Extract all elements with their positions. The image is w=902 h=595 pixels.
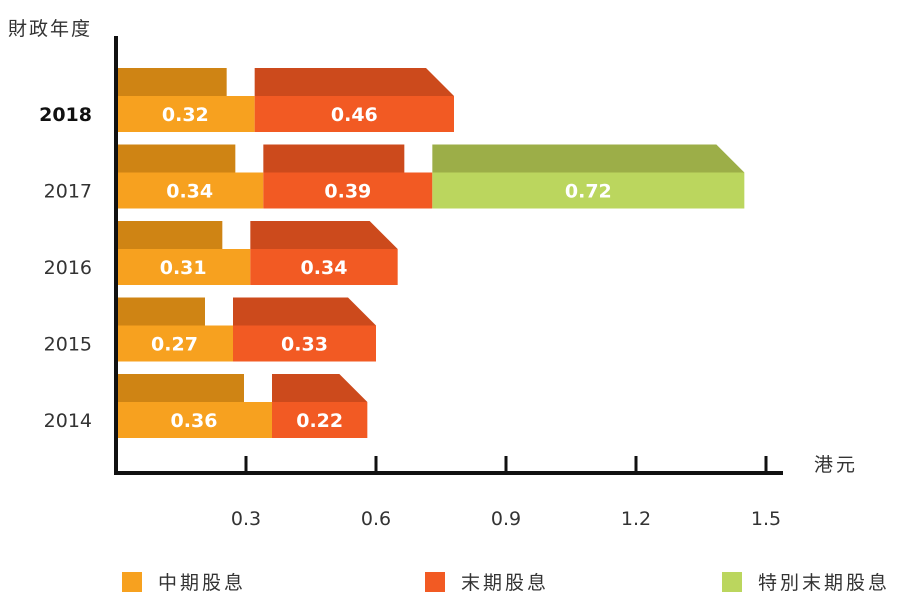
data-label-2017-series-0: 0.34 xyxy=(166,181,213,203)
x-tick-label-0.9: 0.9 xyxy=(491,508,521,530)
data-label-2016-series-0: 0.31 xyxy=(160,257,207,279)
bar-2014-series-1 xyxy=(272,402,368,438)
data-label-2018-series-1: 0.46 xyxy=(331,104,378,126)
data-label-2014-series-1: 0.22 xyxy=(296,410,343,432)
legend-swatch-interim xyxy=(122,571,142,592)
bar-top-2018-- xyxy=(254,68,454,96)
bar-2016-series-0 xyxy=(116,249,251,285)
bar-2018-series-0 xyxy=(116,96,255,132)
bar-top-2017-- xyxy=(116,144,236,173)
bar-top-2016-- xyxy=(250,221,398,249)
x-tick-label-0.3: 0.3 xyxy=(231,508,261,530)
legend-item-final: 末期股息 xyxy=(425,568,549,595)
x-tick-label-0.6: 0.6 xyxy=(361,508,391,530)
data-label-2015-series-1: 0.33 xyxy=(281,334,328,356)
legend-swatch-final xyxy=(425,571,445,592)
data-label-2017-series-2: 0.72 xyxy=(565,181,612,203)
data-label-2018-series-0: 0.32 xyxy=(162,104,209,126)
bar-2015-series-0 xyxy=(116,325,233,362)
bar-2017-series-1 xyxy=(263,172,433,209)
axes-layer xyxy=(114,36,783,475)
category-label-2017: 2017 xyxy=(44,181,92,203)
legend-label-special-final: 特別末期股息 xyxy=(758,572,891,594)
category-label-2018: 2018 xyxy=(39,104,92,126)
legend-label-final: 末期股息 xyxy=(461,572,550,594)
legend-item-interim: 中期股息 xyxy=(122,568,246,595)
data-label-2016-series-1: 0.34 xyxy=(301,257,348,279)
bar-2016-series-1 xyxy=(250,249,398,285)
bar-2014-series-0 xyxy=(116,402,272,438)
bar-top-2015-- xyxy=(233,297,376,326)
legend-label-interim: 中期股息 xyxy=(158,572,247,594)
bar-top-2015-- xyxy=(116,297,205,326)
bar-2018-series-1 xyxy=(254,96,454,132)
category-label-2015: 2015 xyxy=(44,334,92,356)
data-label-2014-series-0: 0.36 xyxy=(171,410,218,432)
data-label-2015-series-0: 0.27 xyxy=(151,334,198,356)
bars-layer: 0.32 0.46 0.34 0.39 0.72 0.31 0.34 0.27 0.33 0.36… xyxy=(116,68,745,438)
x-axis-title: 港元 xyxy=(814,454,858,476)
bar-top-2017-- xyxy=(432,144,745,173)
data-label-2017-series-1: 0.39 xyxy=(324,181,371,203)
x-tick-label-1.5: 1.5 xyxy=(751,508,781,530)
bar-top-2014-- xyxy=(272,374,368,402)
x-tick-label-1.2: 1.2 xyxy=(621,508,651,530)
y-axis-title: 財政年度 xyxy=(8,18,92,40)
bar-top-2016-- xyxy=(116,221,223,249)
bar-top-2017-- xyxy=(263,144,405,173)
legend-swatch-special-final xyxy=(722,571,742,592)
labels-layer: 財政年度 港元 xyxy=(8,18,858,476)
bar-2017-series-0 xyxy=(116,172,264,209)
bar-top-2014-- xyxy=(116,374,244,402)
bar-2017-series-2 xyxy=(432,172,745,209)
category-label-2016: 2016 xyxy=(44,257,92,279)
bar-2015-series-1 xyxy=(233,325,376,362)
legend-item-special-final: 特別末期股息 xyxy=(722,568,890,595)
bar-top-2018-- xyxy=(116,68,227,96)
ticks-layer: 2018 2017 2016 2015 2014 0.3 0.6 0.9 1.2 1.5 xyxy=(39,104,781,530)
category-label-2014: 2014 xyxy=(44,410,92,432)
